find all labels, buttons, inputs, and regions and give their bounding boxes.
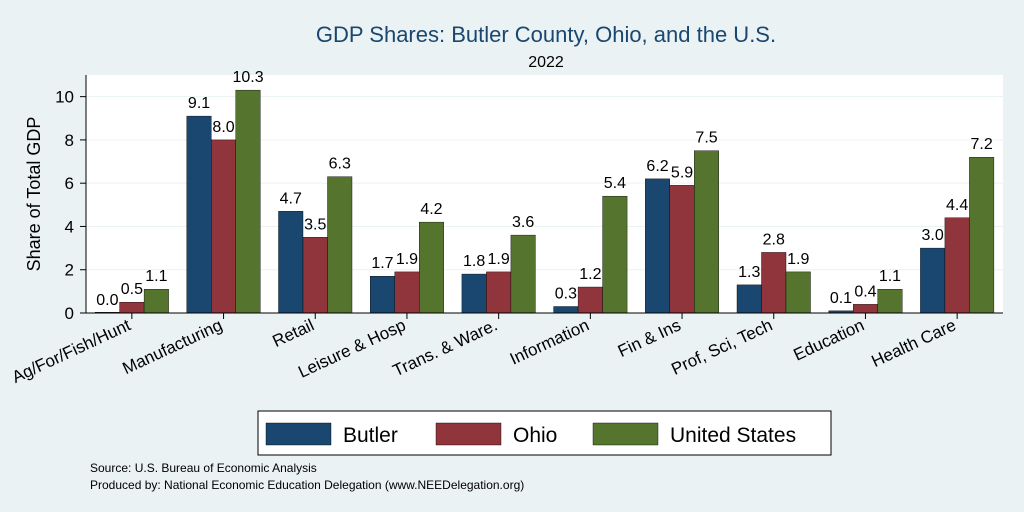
data-labels: 0.00.51.19.18.010.34.73.56.31.7 1.94.21.8… (96, 69, 993, 309)
bar-united-states (694, 150, 719, 314)
bar-united-states (602, 195, 628, 314)
data-label: 7.5 (695, 130, 717, 147)
bar-butler (736, 284, 762, 314)
data-label: 9.1 (188, 95, 210, 112)
bar-butler (461, 273, 487, 314)
bar-ohio (211, 139, 237, 314)
producer-note: Produced by: National Economic Education… (90, 478, 524, 492)
y-axis: 0 2 4 6 8 10 (55, 75, 87, 323)
data-label: 1.1 (879, 268, 901, 285)
category-label: Ag/For/Fish/Hunt (9, 315, 134, 387)
bar-ohio (302, 237, 328, 314)
category-label: Prof, Sci, Tech (668, 315, 775, 378)
legend-box (257, 410, 832, 456)
bar-united-states (510, 234, 536, 314)
bar-ohio (669, 185, 695, 314)
bars (94, 89, 995, 314)
y-axis-title: Share of Total GDP (24, 117, 44, 272)
data-label: 10.3 (232, 69, 263, 86)
data-label: 3.6 (512, 214, 534, 231)
data-label: 4.7 (280, 190, 302, 207)
bar-united-states (969, 157, 995, 314)
data-label: 1.9 (787, 251, 809, 268)
data-label: 7.2 (971, 136, 993, 153)
bar-butler (186, 115, 212, 314)
bar-ohio (944, 217, 970, 314)
bar-ohio (119, 301, 145, 314)
data-label: 4.4 (946, 197, 968, 214)
data-label: 1.7 (371, 255, 393, 272)
bar-ohio (761, 252, 787, 314)
category-label: Manufacturing (120, 315, 226, 378)
bar-united-states (327, 176, 353, 314)
legend-label: Ohio (513, 424, 557, 447)
category-label: Education (791, 315, 868, 364)
y-tick-label: 4 (65, 217, 74, 236)
bar-butler (553, 306, 579, 314)
bar-united-states (419, 221, 444, 314)
data-label: 0.4 (854, 283, 876, 300)
data-label: 8.0 (212, 119, 234, 136)
data-label: 0.0 (96, 292, 118, 309)
data-label: 4.2 (420, 201, 442, 218)
y-tick-label: 10 (55, 88, 74, 107)
bar-united-states (235, 89, 261, 314)
bar-ohio (486, 271, 512, 314)
category-label: Retail (270, 315, 317, 351)
data-label: 0.1 (830, 290, 852, 307)
data-label: 1.2 (579, 266, 601, 283)
bar-ohio (853, 304, 878, 314)
y-tick-label: 8 (65, 131, 74, 150)
y-tick-label: 0 (65, 304, 74, 323)
y-tick-label: 2 (65, 261, 74, 280)
bar-butler (920, 247, 946, 314)
data-label: 0.3 (555, 286, 577, 303)
y-tick-label: 6 (65, 174, 74, 193)
data-label: 5.9 (671, 164, 693, 181)
legend-swatch (265, 422, 332, 446)
data-label: 1.9 (488, 251, 510, 268)
chart-title: GDP Shares: Butler County, Ohio, and the… (316, 22, 776, 47)
data-label: 2.8 (763, 231, 785, 248)
bar-butler (370, 276, 395, 314)
bar-butler (278, 211, 304, 314)
chart-subtitle: 2022 (528, 54, 564, 71)
bar-united-states (785, 271, 811, 314)
legend-label: Butler (343, 424, 398, 447)
data-label: 0.5 (121, 281, 143, 298)
data-label: 6.2 (646, 158, 668, 175)
legend-swatch (592, 422, 659, 446)
data-label: 1.1 (145, 268, 167, 285)
source-note: Source: U.S. Bureau of Economic Analysis (90, 461, 317, 475)
legend-swatch (435, 422, 502, 446)
bar-united-states (143, 289, 169, 314)
data-label: 1.8 (463, 253, 485, 270)
category-label: Trans. & Ware. (390, 315, 500, 380)
category-label: Health Care (869, 315, 959, 371)
legend-label: United States (670, 424, 796, 447)
data-label: 3.5 (304, 216, 326, 233)
data-label: 1.3 (738, 264, 760, 281)
category-label: Fin & Ins (615, 315, 684, 361)
legend: Butler Ohio United States (257, 410, 832, 456)
data-label: 6.3 (329, 156, 351, 173)
bar-ohio (394, 271, 420, 314)
data-label: 1.9 (396, 251, 418, 268)
data-label: 5.4 (604, 175, 626, 192)
data-label: 3.0 (922, 227, 944, 244)
category-label: Information (507, 315, 592, 368)
bar-ohio (577, 286, 603, 314)
bar-butler (645, 178, 670, 314)
bar-united-states (877, 289, 903, 314)
